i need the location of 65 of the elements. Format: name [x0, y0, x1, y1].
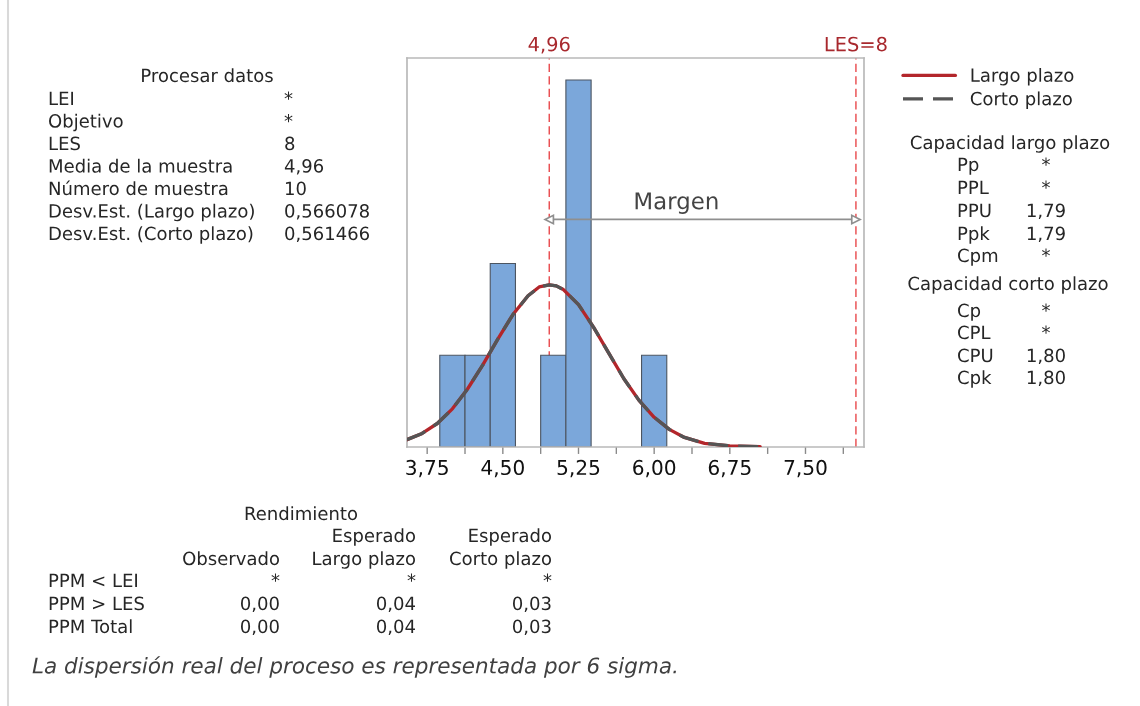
text: Rendimiento: [245, 506, 358, 521]
text: 0,03: [512, 619, 551, 636]
x-tick-label: 7,50: [784, 459, 827, 478]
text: Media de la muestra: [49, 158, 232, 173]
text: *: [1042, 180, 1050, 189]
text: 1,79: [1027, 226, 1065, 243]
text: 0,04: [376, 619, 415, 636]
text: *: [1042, 303, 1050, 312]
legend-label: Corto plazo: [970, 91, 1072, 109]
text: 0,04: [376, 596, 415, 613]
legend-label: Largo plazo: [971, 68, 1074, 86]
x-tick-label: 3,75: [406, 459, 448, 478]
text: 1,79: [1027, 203, 1065, 220]
text: 10: [285, 181, 306, 196]
text: Pp: [958, 157, 979, 175]
text: Desv.Est. (Corto plazo): [49, 226, 253, 244]
text: PPM > LES: [49, 596, 144, 611]
x-tick-label: 4,50: [481, 459, 524, 478]
text: 0,00: [240, 596, 279, 613]
text: LEI: [49, 91, 74, 105]
text: 0,00: [240, 619, 279, 636]
text: Capacidad corto plazo: [908, 276, 1108, 294]
text: La dispersión real del proceso es representada por 6 sigma.: [32, 656, 677, 678]
text: PPL: [958, 180, 989, 194]
text: Desv.Est. (Largo plazo): [49, 203, 254, 222]
text: *: [271, 573, 280, 582]
text: 1,80: [1027, 348, 1065, 365]
text: PPU: [958, 203, 991, 218]
annotation: Margen: [635, 192, 718, 214]
text: PPM Total: [49, 619, 132, 634]
text: Número de muestra: [49, 180, 228, 196]
text: Cpk: [958, 370, 992, 388]
text: 4,96: [284, 159, 324, 175]
text: Esperado: [469, 528, 552, 546]
text: Capacidad largo plazo: [910, 135, 1110, 153]
text: Corto plazo: [450, 551, 552, 569]
text: 0,561466: [285, 226, 370, 243]
text: LES: [49, 136, 80, 151]
text: 0,566078: [285, 204, 369, 220]
text: Ppk: [958, 226, 990, 244]
text: 8: [285, 136, 295, 151]
text: Largo plazo: [313, 551, 416, 569]
text: *: [1042, 248, 1050, 257]
text: *: [1042, 157, 1050, 166]
x-tick-label: 5,25: [557, 459, 600, 478]
text: 0,03: [512, 596, 551, 613]
text: *: [284, 114, 293, 123]
text: Objetivo: [49, 113, 123, 132]
text: Cp: [958, 303, 981, 321]
text: CPL: [958, 325, 991, 340]
text: Esperado: [333, 528, 416, 546]
x-tick-label: 6,00: [633, 459, 676, 478]
text: *: [284, 91, 293, 100]
text: PPM < LEI: [49, 573, 137, 587]
text: Observado: [183, 551, 280, 566]
x-tick-label: 6,75: [708, 459, 751, 478]
text: 1,80: [1027, 370, 1065, 387]
text: CPU: [958, 348, 993, 363]
text: Cpm: [958, 248, 998, 266]
text: Procesar datos: [142, 68, 273, 83]
text: *: [407, 573, 416, 582]
ref-line-label: LES=8: [825, 36, 887, 52]
text: *: [1042, 325, 1050, 334]
ref-line-label: 4,96: [528, 36, 570, 54]
text: *: [543, 573, 552, 582]
